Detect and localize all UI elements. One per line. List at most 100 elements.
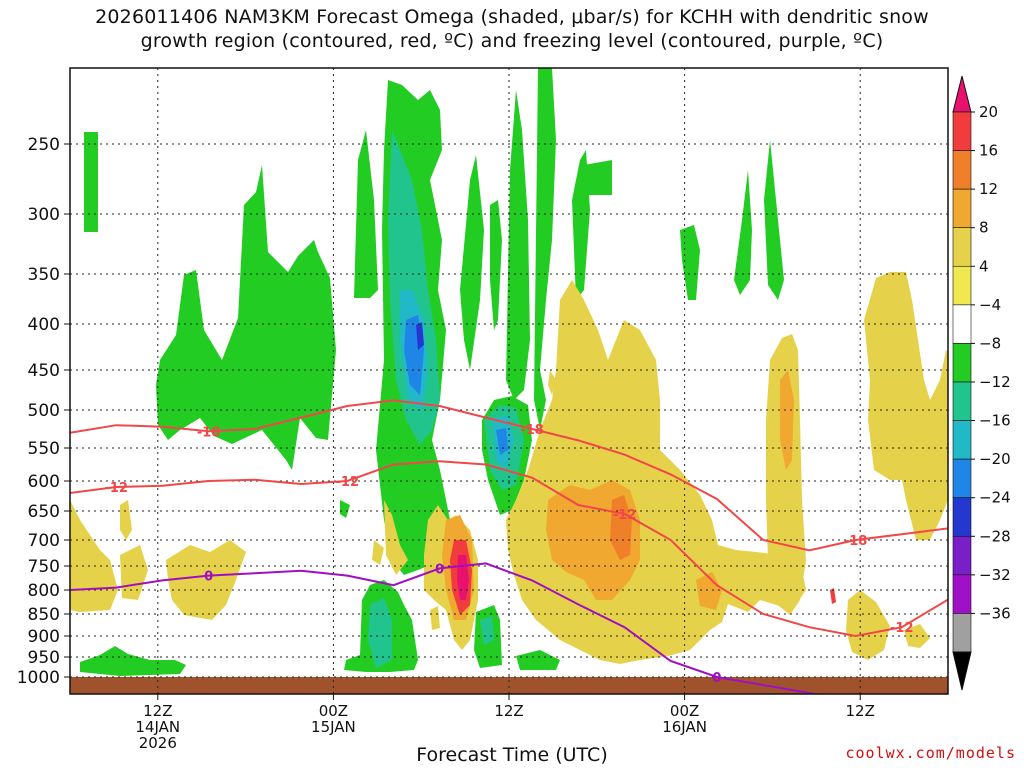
terrain-ground <box>70 677 948 694</box>
x-tick-label: 16JAN <box>662 718 707 736</box>
contour-label: -12 <box>336 475 360 490</box>
y-tick-label: 450 <box>28 361 60 381</box>
y-tick-label: 350 <box>28 265 60 285</box>
x-tick-label: 00Z <box>319 702 348 720</box>
y-tick-label: 850 <box>28 605 60 625</box>
omega-yellow-region <box>70 500 118 612</box>
colorbar-band <box>952 343 972 383</box>
omega-red-dot <box>830 588 836 604</box>
omega-green-region <box>84 132 98 232</box>
omega-green-region <box>734 170 752 295</box>
omega-yellow-region <box>430 606 440 630</box>
y-tick-label: 1000 <box>17 668 60 688</box>
contour-label: -18 <box>197 425 221 440</box>
colorbar-band <box>952 265 972 306</box>
y-tick-label: 950 <box>28 648 60 668</box>
omega-green-region <box>584 160 612 195</box>
colorbar-band <box>952 111 972 151</box>
omega-yellow-region <box>372 540 384 565</box>
colorbar-band <box>952 381 972 421</box>
contour-line <box>70 460 948 638</box>
x-tick-label: 2026 <box>139 734 177 752</box>
colorbar-label: 8 <box>979 219 989 237</box>
omega-orange-region <box>696 572 722 610</box>
y-tick-label: 250 <box>28 135 60 155</box>
omega-yellow-region <box>846 590 890 660</box>
colorbar-band <box>952 188 972 229</box>
omega-darkblue-region <box>416 322 424 350</box>
omega-green-region <box>156 165 336 470</box>
site-watermark: coolwx.com/models <box>845 744 1016 762</box>
colorbar-label: 20 <box>979 103 998 121</box>
omega-yellow-region <box>548 370 556 395</box>
x-tick-label: 12Z <box>143 702 172 720</box>
omega-yellow-region <box>166 540 246 620</box>
colorbar-top-arrow <box>952 75 972 113</box>
colorbar-band <box>952 535 972 576</box>
omega-teal-region <box>480 616 494 645</box>
omega-green-region <box>516 650 560 670</box>
omega-blue-region <box>496 428 508 455</box>
omega-yellow-region <box>384 500 408 575</box>
y-tick-label: 800 <box>28 581 60 601</box>
colorbar-label: −36 <box>979 604 1011 622</box>
contour-line <box>70 562 822 694</box>
y-tick-label: 550 <box>28 439 60 459</box>
y-tick-label: 300 <box>28 205 60 225</box>
y-tick-label: 650 <box>28 502 60 522</box>
omega-shading-layer <box>70 68 948 694</box>
contour-label: -18 <box>520 423 544 438</box>
colorbar-band <box>952 497 972 537</box>
omega-green-region <box>490 200 502 330</box>
colorbar-band <box>952 458 972 499</box>
contour-line <box>70 399 948 552</box>
colorbar-label: −28 <box>979 527 1011 545</box>
x-axis-label: Forecast Time (UTC) <box>416 744 608 766</box>
contour-label: -12 <box>104 481 128 496</box>
omega-yellow-region <box>864 272 948 540</box>
omega-yellow-region <box>506 280 806 664</box>
omega-orange-region <box>780 370 794 470</box>
colorbar-label: 4 <box>979 257 989 275</box>
colorbar-band <box>952 304 972 344</box>
omega-teal-region <box>368 598 392 668</box>
contour-label: 0 <box>435 562 444 577</box>
contour-label: -18 <box>844 534 868 549</box>
omega-green-region <box>506 90 530 400</box>
contour-label: -12 <box>613 508 637 523</box>
omega-green-region <box>764 140 784 300</box>
y-tick-label: 700 <box>28 531 60 551</box>
omega-yellow-region <box>120 500 132 540</box>
omega-yellow-region <box>766 334 806 615</box>
colorbar-label: −12 <box>979 373 1011 391</box>
colorbar-label: 12 <box>979 180 998 198</box>
colorbar-band <box>952 420 972 460</box>
x-tick-label: 15JAN <box>311 718 356 736</box>
colorbar-label: −4 <box>979 296 1001 314</box>
y-tick-label: 750 <box>28 557 60 577</box>
y-tick-label: 900 <box>28 627 60 647</box>
y-axis: 2503003504004505005506006507007508008509… <box>17 135 70 688</box>
x-tick-label: 12Z <box>494 702 523 720</box>
colorbar-band <box>952 574 972 614</box>
y-tick-label: 600 <box>28 472 60 492</box>
y-tick-label: 400 <box>28 315 60 335</box>
omega-green-region <box>534 68 556 430</box>
contour-layer: -18 -18 -18 -12 -12 -12 -12 0 0 0 <box>70 399 948 694</box>
colorbar-label: −24 <box>979 489 1011 507</box>
colorbar-label: −20 <box>979 450 1011 468</box>
y-tick-label: 500 <box>28 401 60 421</box>
chart-title-line2: growth region (contoured, red, ºC) and f… <box>140 30 884 52</box>
x-tick-label: 14JAN <box>135 718 180 736</box>
colorbar: 20 16 12 8 4 −4 −8 −12 −16 −20 −24 −28 −32 −36 <box>952 75 1011 691</box>
colorbar-label: 16 <box>979 142 998 160</box>
colorbar-band <box>952 150 972 190</box>
colorbar-band <box>952 613 972 653</box>
x-tick-label: 00Z <box>670 702 699 720</box>
omega-green-region <box>80 646 186 676</box>
contour-label: 0 <box>204 570 213 585</box>
colorbar-band <box>952 227 972 267</box>
chart-title-line1: 2026011406 NAM3KM Forecast Omega (shaded… <box>95 6 929 28</box>
colorbar-label: −32 <box>979 566 1011 584</box>
